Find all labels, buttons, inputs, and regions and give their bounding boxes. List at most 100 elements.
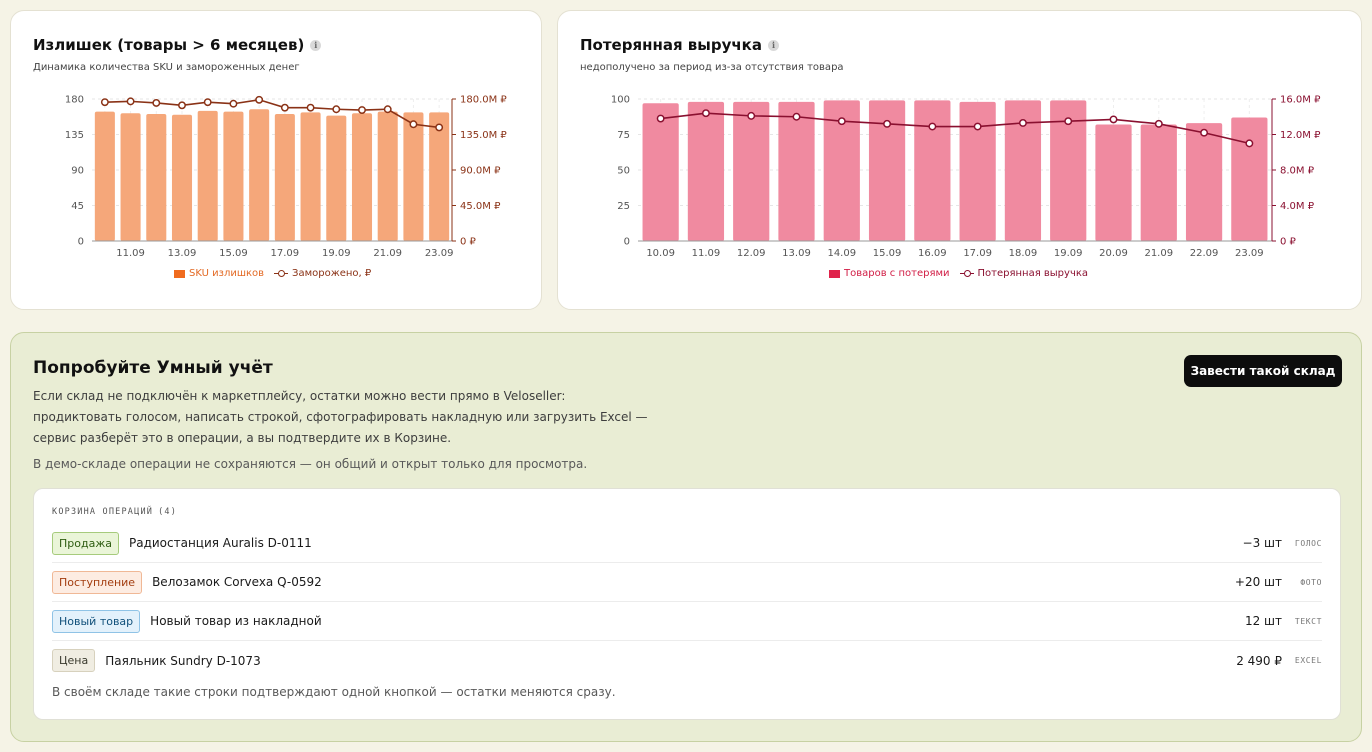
bar: [823, 100, 860, 241]
basket-footer-note: В своём складе такие строки подтверждают…: [52, 685, 616, 699]
y-right-tick-label: 45.0M ₽: [460, 201, 501, 212]
x-tick-label: 18.09: [1009, 248, 1038, 259]
operation-name: Радиостанция Auralis D-0111: [128, 536, 312, 550]
surplus-legend: SKU излишков Заморожено, ₽: [174, 268, 371, 279]
operations-basket: КОРЗИНА ОПЕРАЦИЙ (4) Продажа Радиостанция…: [33, 488, 1341, 720]
bar: [197, 110, 218, 241]
line-point: [1064, 117, 1073, 126]
bar: [642, 103, 679, 241]
info-icon[interactable]: i: [310, 39, 322, 51]
line-point: [229, 99, 238, 108]
line-point: [837, 117, 846, 126]
y-tick-label: 45: [71, 201, 84, 212]
x-tick-label: 22.09: [1190, 248, 1219, 259]
y-tick-label: 25: [617, 201, 630, 212]
bar: [171, 114, 193, 241]
operation-row[interactable]: Цена Паяльник Sundry D-1073 2 490 ₽ EXCE…: [52, 641, 1322, 680]
operation-qty: 2 490 ₽: [1236, 653, 1282, 668]
x-tick-label: 17.09: [963, 248, 992, 259]
x-tick-label: 10.09: [646, 248, 675, 259]
line-point: [126, 97, 135, 106]
x-tick-label: 15.09: [873, 248, 902, 259]
bar: [1095, 124, 1132, 241]
legend-label: Товаров с потерями: [844, 268, 950, 279]
x-tick-label: 23.09: [425, 248, 454, 259]
line-point: [280, 103, 289, 112]
operation-row[interactable]: Новый товар Новый товар из накладной 12 …: [52, 602, 1322, 641]
operation-tag-sale: Продажа: [52, 531, 119, 555]
y-tick-label: 180: [65, 95, 84, 106]
y-right-tick-label: 8.0M ₽: [1280, 166, 1315, 177]
operation-qty: −3 шт: [1242, 536, 1282, 550]
bar: [377, 111, 398, 241]
y-right-tick-label: 4.0M ₽: [1280, 201, 1315, 212]
line-point: [928, 122, 937, 131]
bar: [1050, 100, 1087, 241]
line-point: [792, 112, 801, 121]
bar: [778, 101, 815, 241]
legend-item-lost-revenue[interactable]: Потерянная выручка: [959, 268, 1089, 279]
bar: [274, 113, 295, 241]
bar: [959, 101, 996, 241]
operation-row[interactable]: Продажа Радиостанция Auralis D-0111 −3 ш…: [52, 524, 1322, 563]
bar: [1140, 124, 1177, 241]
legend-swatch: [829, 269, 840, 278]
y-right-tick-label: 180.0M ₽: [460, 95, 507, 106]
create-warehouse-button[interactable]: Завести такой склад: [1184, 355, 1342, 387]
legend-item-frozen[interactable]: Заморожено, ₽: [274, 268, 371, 279]
operation-name: Новый товар из накладной: [150, 614, 322, 628]
smart-accounting-promo: Попробуйте Умный учёт Если склад не подк…: [10, 332, 1362, 742]
lost-revenue-chart: 0 0 ₽ 25 4.0M ₽ 50 8.0M ₽ 75 12.0M ₽ 100 16.0M ₽ 1…: [611, 95, 1321, 260]
y-tick-label: 75: [617, 130, 630, 141]
operation-tag-receipt: Поступление: [52, 570, 143, 594]
legend-line-marker: [274, 270, 289, 278]
x-tick-label: 23.09: [1235, 248, 1264, 259]
legend-line-marker: [959, 270, 974, 278]
y-right-tick-label: 135.0M ₽: [460, 130, 507, 141]
x-tick-label: 17.09: [271, 248, 300, 259]
bar: [687, 101, 725, 241]
legend-item-lost-goods[interactable]: Товаров с потерями: [829, 268, 950, 279]
series-line: [660, 112, 1250, 145]
x-tick-label: 19.09: [322, 248, 351, 259]
y-tick-label: 0: [624, 237, 630, 248]
bar: [94, 111, 115, 241]
line-point: [1200, 128, 1209, 137]
surplus-title-row: Излишек (товары > 6 месяцев) i: [33, 36, 322, 54]
surplus-chart: 0 0 ₽ 45 45.0M ₽ 90 90.0M ₽ 135 135.0M ₽ 180 180.…: [65, 95, 508, 260]
operation-row[interactable]: Поступление Велозамок Corvexa Q-0592 +20…: [52, 563, 1322, 602]
y-tick-label: 50: [617, 166, 630, 177]
legend-label: Потерянная выручка: [977, 268, 1089, 279]
line-point: [383, 105, 392, 114]
promo-title: Попробуйте Умный учёт: [33, 358, 273, 378]
info-icon[interactable]: i: [767, 39, 779, 51]
lost-subtitle: недополучено за период из-за отсутствия …: [580, 62, 844, 73]
basket-title: КОРЗИНА ОПЕРАЦИЙ: [52, 507, 154, 517]
line-point: [1018, 119, 1027, 127]
line-point: [883, 119, 892, 128]
x-tick-label: 21.09: [1144, 248, 1173, 259]
operation-tag-price: Цена: [52, 649, 96, 672]
basket-header: КОРЗИНА ОПЕРАЦИЙ (4): [52, 507, 182, 517]
line-point: [255, 95, 264, 104]
y-right-tick-label: 16.0M ₽: [1280, 95, 1321, 106]
operation-name: Паяльник Sundry D-1073: [105, 653, 261, 668]
bar: [914, 100, 951, 241]
line-point: [409, 120, 418, 129]
y-tick-label: 100: [611, 95, 630, 106]
surplus-title: Излишек (товары > 6 месяцев): [33, 36, 305, 54]
x-tick-label: 20.09: [1099, 248, 1128, 259]
line-point: [435, 123, 444, 132]
legend-item-sku[interactable]: SKU излишков: [174, 268, 264, 279]
line-point: [100, 98, 109, 107]
y-tick-label: 90: [71, 166, 84, 177]
operation-qty: 12 шт: [1244, 614, 1282, 628]
y-right-tick-label: 0 ₽: [1280, 237, 1297, 248]
x-tick-label: 21.09: [373, 248, 402, 259]
bar: [300, 112, 321, 242]
bar: [326, 115, 347, 241]
x-tick-label: 13.09: [168, 248, 197, 259]
line-point: [1109, 115, 1118, 124]
line-point: [178, 101, 186, 110]
line-point: [973, 122, 982, 131]
